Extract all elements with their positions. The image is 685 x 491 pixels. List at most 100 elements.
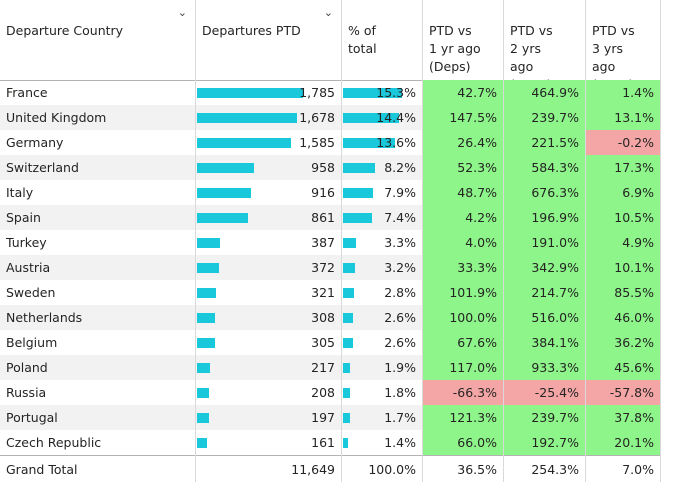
departures-cell: 321 — [311, 285, 335, 300]
departures-data-bar — [197, 163, 254, 173]
country-cell: Sweden — [6, 285, 56, 300]
header-pct-total[interactable]: % of total — [342, 0, 422, 80]
country-cell: Austria — [6, 260, 51, 275]
departures-cell: 372 — [311, 260, 335, 275]
vs1-cell: 4.2% — [423, 205, 503, 230]
table-row[interactable]: Spain 861 7.4% 4.2% 196.9% 10.5% — [0, 205, 660, 230]
pct-cell: 7.9% — [384, 185, 416, 200]
departures-cell: 1,585 — [299, 135, 335, 150]
pct-cell: 8.2% — [384, 160, 416, 175]
pct-cell: 7.4% — [384, 210, 416, 225]
header-ptd-vs-2yrs[interactable]: PTD vs 2 yrs ago (Deps) — [504, 0, 585, 92]
header-label: PTD vs 1 yr ago (Deps) — [429, 23, 481, 74]
table-row[interactable]: United Kingdom 1,678 14.4% 147.5% 239.7% 13.1… — [0, 105, 660, 130]
country-cell: Spain — [6, 210, 41, 225]
vs1-cell: 33.3% — [423, 255, 503, 280]
column-divider — [503, 0, 504, 482]
departures-data-bar — [197, 288, 217, 298]
pct-data-bar — [343, 438, 349, 448]
vs1-cell: 117.0% — [423, 355, 503, 380]
table-row[interactable]: Austria 372 3.2% 33.3% 342.9% 10.1% — [0, 255, 660, 280]
country-cell: Netherlands — [6, 310, 83, 325]
vs3-cell: 13.1% — [586, 105, 660, 130]
header-ptd-vs-1yr[interactable]: PTD vs 1 yr ago (Deps) — [423, 0, 503, 80]
departures-cell: 217 — [311, 360, 335, 375]
pct-data-bar — [343, 163, 375, 173]
vs1-cell: 42.7% — [423, 80, 503, 105]
vs3-cell: 85.5% — [586, 280, 660, 305]
table-row[interactable]: Poland 217 1.9% 117.0% 933.3% 45.6% — [0, 355, 660, 380]
vs1-cell: 147.5% — [423, 105, 503, 130]
table-row[interactable]: Germany 1,585 13.6% 26.4% 221.5% -0.2% — [0, 130, 660, 155]
table-row[interactable]: France 1,785 15.3% 42.7% 464.9% 1.4% — [0, 80, 660, 105]
vs3-cell: 45.6% — [586, 355, 660, 380]
column-divider — [195, 0, 196, 482]
pct-data-bar — [343, 288, 354, 298]
column-divider — [585, 0, 586, 482]
grand-total-vs1: 36.5% — [457, 462, 497, 477]
table-row[interactable]: Netherlands 308 2.6% 100.0% 516.0% 46.0% — [0, 305, 660, 330]
departures-cell: 1,785 — [299, 85, 335, 100]
vs1-cell: 121.3% — [423, 405, 503, 430]
country-cell: Switzerland — [6, 160, 79, 175]
country-cell: Turkey — [6, 235, 47, 250]
chevron-down-icon[interactable]: ⌄ — [323, 6, 333, 19]
country-cell: Poland — [6, 360, 48, 375]
chevron-down-icon[interactable]: ⌄ — [177, 6, 187, 19]
table-row[interactable]: Italy 916 7.9% 48.7% 676.3% 6.9% — [0, 180, 660, 205]
departures-data-bar — [197, 188, 252, 198]
table-row[interactable]: Sweden 321 2.8% 101.9% 214.7% 85.5% — [0, 280, 660, 305]
departures-cell: 387 — [311, 235, 335, 250]
header-label: % of total — [348, 23, 377, 56]
pct-cell: 2.8% — [384, 285, 416, 300]
country-cell: United Kingdom — [6, 110, 107, 125]
grand-total-vs2: 254.3% — [531, 462, 579, 477]
departures-data-bar — [197, 438, 207, 448]
table-row[interactable]: Russia 208 1.8% -66.3% -25.4% -57.8% — [0, 380, 660, 405]
vs3-cell: 20.1% — [586, 430, 660, 455]
column-divider — [341, 0, 342, 482]
header-departures-ptd[interactable]: Departures PTD ⌄ — [196, 0, 341, 80]
departures-data-bar — [197, 88, 303, 98]
pct-cell: 1.9% — [384, 360, 416, 375]
vs2-cell: 239.7% — [504, 405, 585, 430]
table-row[interactable]: Turkey 387 3.3% 4.0% 191.0% 4.9% — [0, 230, 660, 255]
header-label: Departures PTD — [202, 23, 301, 38]
vs1-cell: 66.0% — [423, 430, 503, 455]
pct-cell: 3.3% — [384, 235, 416, 250]
vs2-cell: 933.3% — [504, 355, 585, 380]
pct-cell: 2.6% — [384, 310, 416, 325]
pct-data-bar — [343, 113, 399, 123]
country-cell: Germany — [6, 135, 64, 150]
departures-data-bar — [197, 388, 210, 398]
table-row[interactable]: Portugal 197 1.7% 121.3% 239.7% 37.8% — [0, 405, 660, 430]
vs3-cell: 36.2% — [586, 330, 660, 355]
header-ptd-vs-3yrs[interactable]: PTD vs 3 yrs ago (Deps) — [586, 0, 660, 92]
pct-cell: 1.4% — [384, 435, 416, 450]
header-departure-country[interactable]: Departure Country ⌄ — [0, 0, 195, 80]
table-row[interactable]: Switzerland 958 8.2% 52.3% 584.3% 17.3% — [0, 155, 660, 180]
table-row[interactable]: Czech Republic 161 1.4% 66.0% 192.7% 20.1% — [0, 430, 660, 455]
departures-cell: 305 — [311, 335, 335, 350]
departures-data-bar — [197, 138, 292, 148]
header-label: Departure Country — [6, 23, 124, 38]
table-row[interactable]: Belgium 305 2.6% 67.6% 384.1% 36.2% — [0, 330, 660, 355]
pct-data-bar — [343, 188, 374, 198]
departures-cell: 958 — [311, 160, 335, 175]
vs2-cell: 464.9% — [504, 80, 585, 105]
pct-cell: 1.7% — [384, 410, 416, 425]
vs3-cell: 1.4% — [586, 80, 660, 105]
vs2-cell: 221.5% — [504, 130, 585, 155]
departures-data-bar — [197, 113, 297, 123]
vs3-cell: 17.3% — [586, 155, 660, 180]
country-cell: France — [6, 85, 48, 100]
vs3-cell: -0.2% — [586, 130, 660, 155]
pct-data-bar — [343, 263, 356, 273]
departures-data-bar — [197, 238, 220, 248]
departures-cell: 308 — [311, 310, 335, 325]
departures-data-bar — [197, 363, 210, 373]
vs3-cell: 10.5% — [586, 205, 660, 230]
vs3-cell: 37.8% — [586, 405, 660, 430]
vs1-cell: 100.0% — [423, 305, 503, 330]
